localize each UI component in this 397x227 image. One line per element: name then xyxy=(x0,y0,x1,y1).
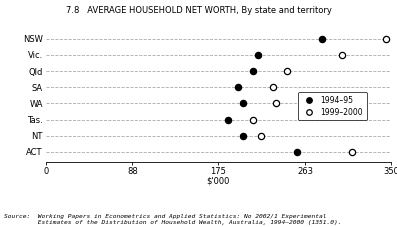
X-axis label: $'000: $'000 xyxy=(207,176,230,185)
Text: 7.8   AVERAGE HOUSEHOLD NET WORTH, By state and territory: 7.8 AVERAGE HOUSEHOLD NET WORTH, By stat… xyxy=(66,6,331,15)
Text: Source:  Working Papers in Econometrics and Applied Statistics: No 2002/1 Experi: Source: Working Papers in Econometrics a… xyxy=(4,214,341,225)
Legend: 1994–95, 1999–2000: 1994–95, 1999–2000 xyxy=(298,92,366,120)
